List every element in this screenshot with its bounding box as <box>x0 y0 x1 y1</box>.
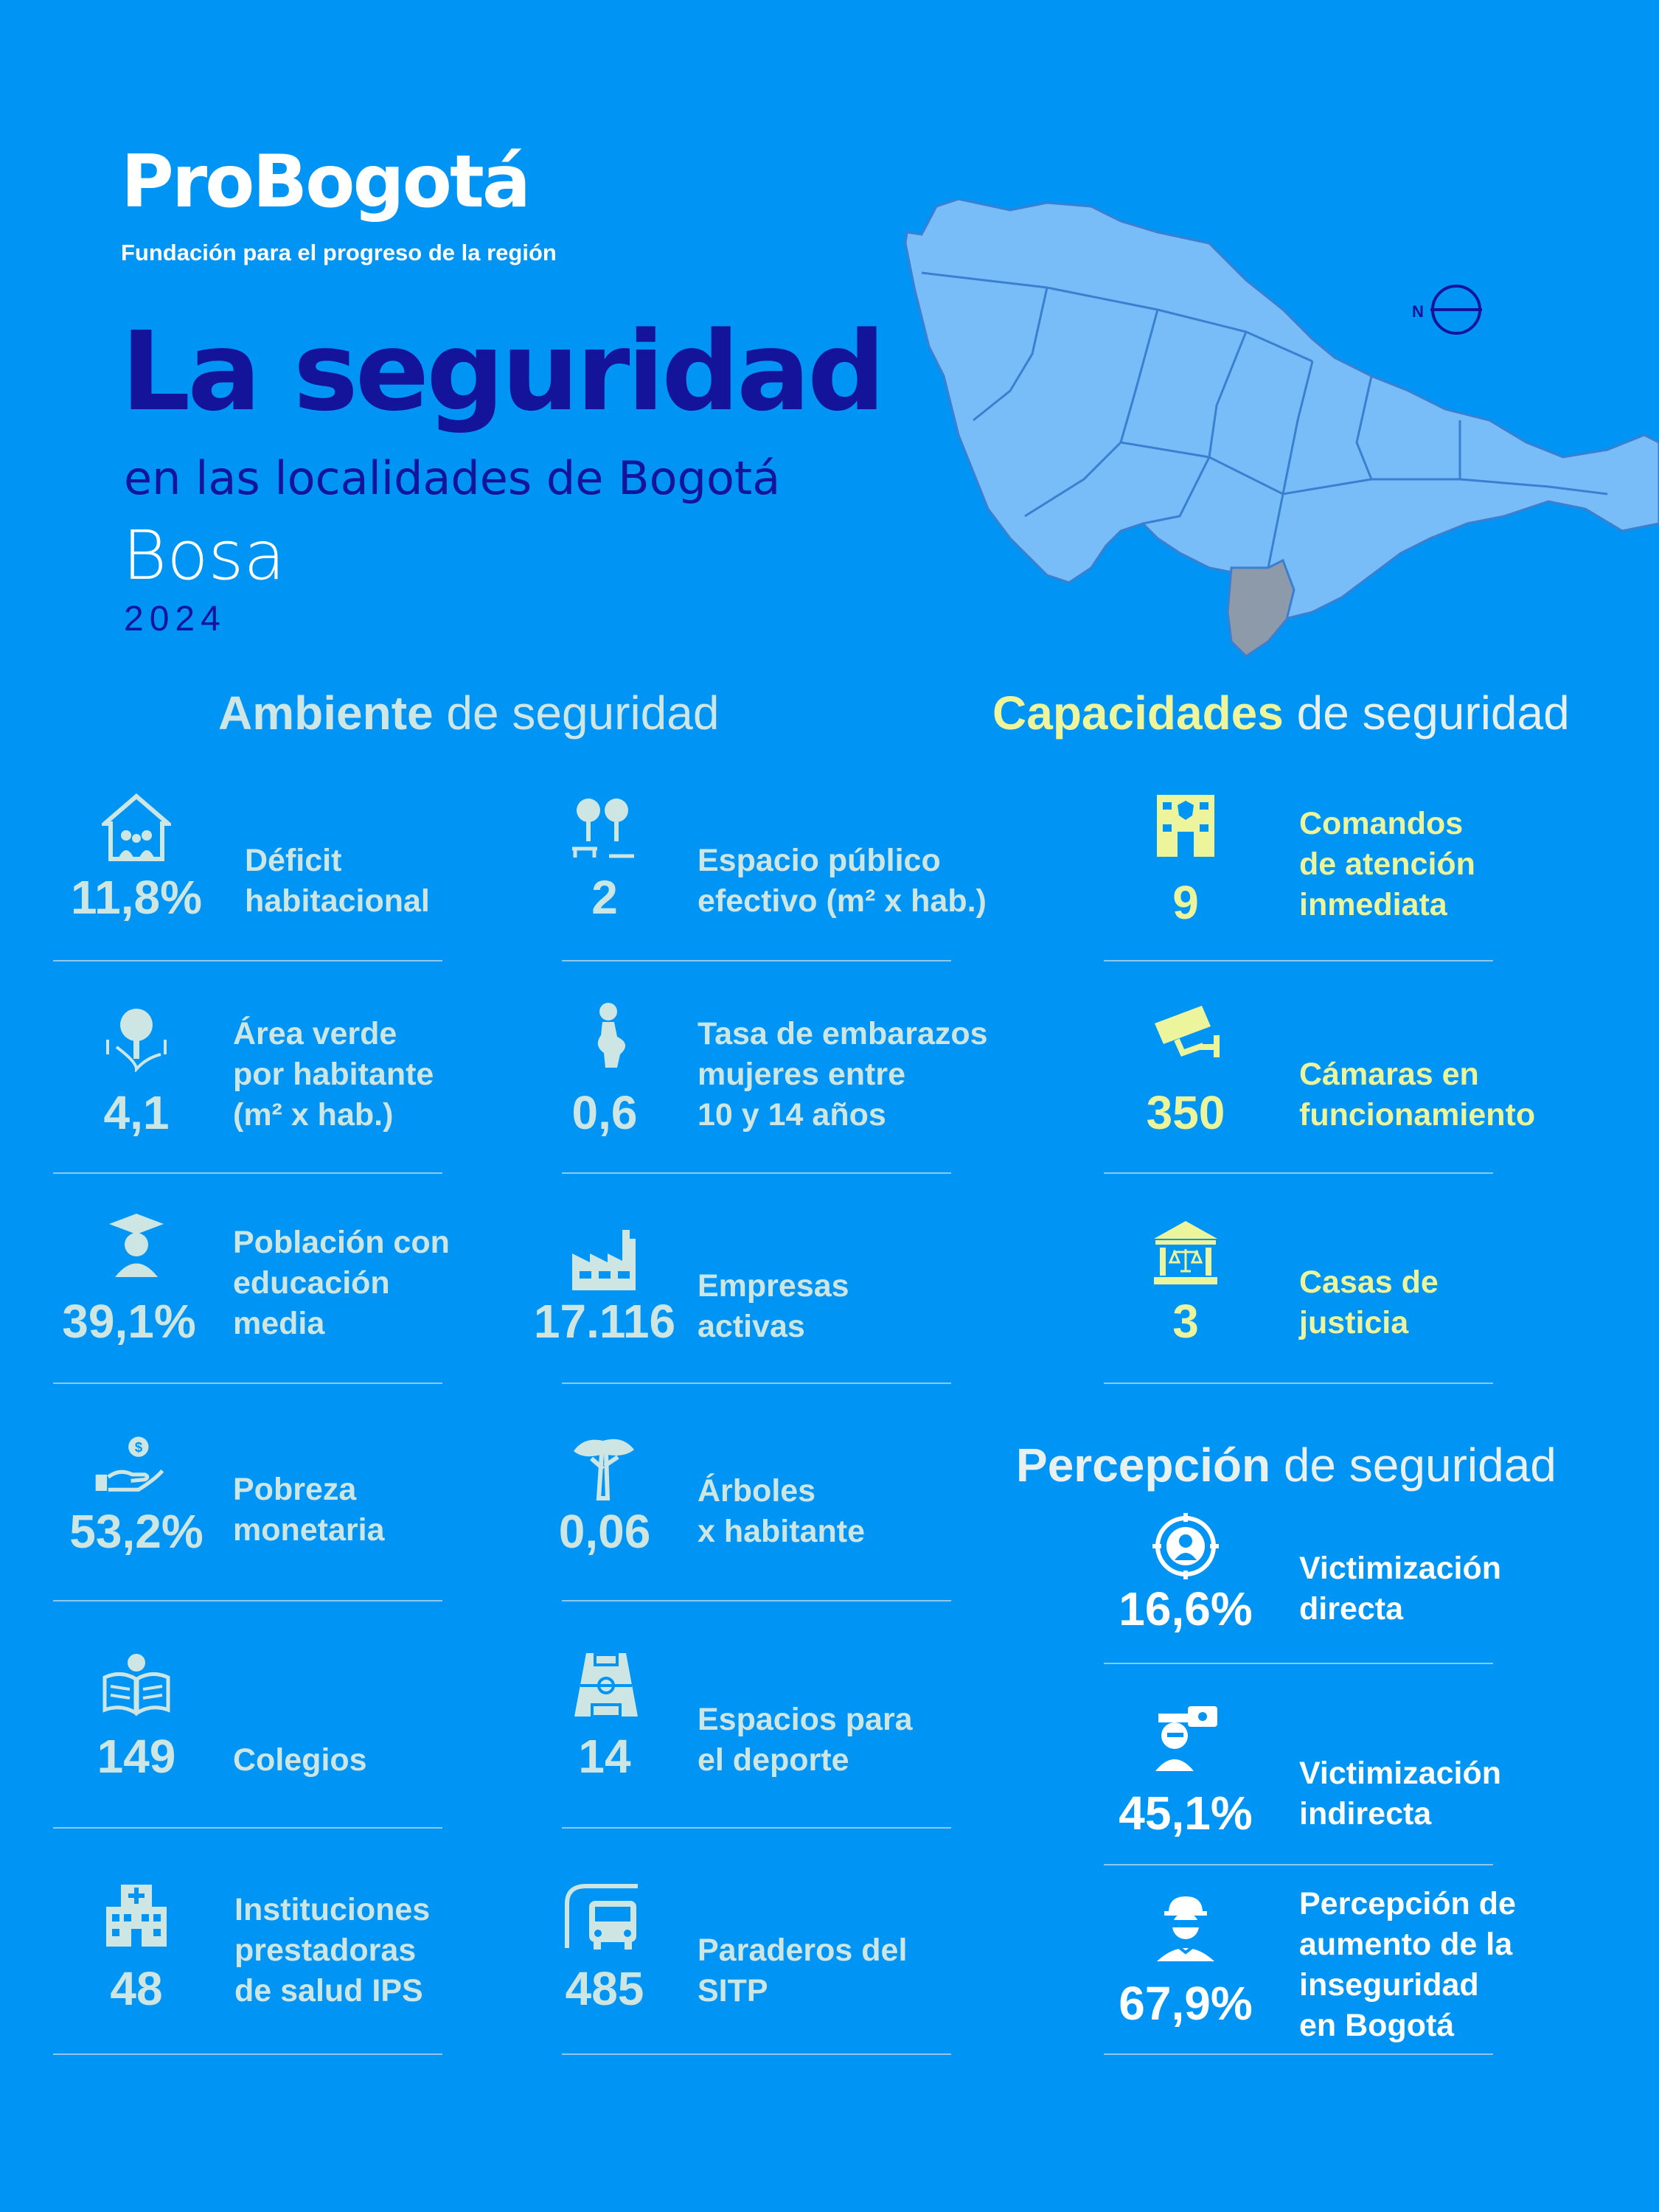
stat-label: Espacio público efectivo (m² x hab.) <box>698 843 987 919</box>
stat-label: Cámaras en funcionamiento <box>1299 1057 1536 1133</box>
section-percepcion-title: Percepción de seguridad <box>1016 1439 1557 1492</box>
divider <box>562 1382 951 1384</box>
year-label: 2024 <box>124 599 226 639</box>
stat-value: 45,1% <box>1119 1787 1253 1840</box>
stat-value: 14 <box>578 1730 631 1783</box>
divider <box>53 1600 442 1601</box>
brand-logo: ProBogotá <box>121 140 531 224</box>
stat-value: 9 <box>1172 876 1199 929</box>
acacia-tree-icon <box>574 1439 634 1500</box>
map-base <box>904 199 1659 621</box>
divider <box>562 960 951 961</box>
stat-value: 17.116 <box>533 1295 676 1348</box>
stat-value: 67,9% <box>1119 1977 1253 2030</box>
divider <box>53 1382 442 1384</box>
park-icon <box>572 799 634 858</box>
divider <box>1104 1663 1493 1664</box>
house-family-icon <box>102 793 171 861</box>
page-title: La seguridad <box>121 308 886 435</box>
section-capacidades-title: Capacidades de seguridad <box>992 686 1570 740</box>
divider <box>562 1600 951 1601</box>
witness-icon <box>1155 1706 1217 1771</box>
divider <box>53 1827 442 1829</box>
divider <box>562 1172 951 1174</box>
stat-value: 350 <box>1146 1086 1225 1139</box>
stat-value: 39,1% <box>62 1295 196 1348</box>
divider <box>53 960 442 961</box>
stat-label: Árboles x habitante <box>698 1473 865 1549</box>
stat-label: Población con educación media <box>233 1225 450 1341</box>
stat-value: 0,06 <box>558 1505 651 1558</box>
stat-label: Empresas activas <box>698 1268 849 1344</box>
stat-label: Déficit habitacional <box>245 843 430 919</box>
stat-label: Percepción de aumento de la inseguridad … <box>1299 1886 1516 2043</box>
hand-coin-icon: $ <box>95 1436 164 1492</box>
stat-label: Espacios para el deporte <box>698 1702 913 1778</box>
book-bulb-icon <box>102 1654 170 1717</box>
divider <box>1104 2053 1493 2055</box>
stat-value: 53,2% <box>69 1505 204 1558</box>
divider <box>1104 1864 1493 1865</box>
divider <box>53 2053 442 2055</box>
stat-value: 11,8% <box>71 871 202 924</box>
stat-label: Casas de justicia <box>1299 1265 1439 1340</box>
map-district-lines <box>921 271 1608 568</box>
sports-court-icon <box>574 1653 638 1718</box>
divider <box>562 2053 951 2055</box>
divider <box>53 1172 442 1174</box>
pregnant-icon <box>597 1003 626 1068</box>
graduate-icon <box>109 1214 164 1277</box>
stat-value: 2 <box>591 871 618 924</box>
divider <box>1104 1172 1493 1174</box>
stat-label: Victimización indirecta <box>1299 1756 1502 1832</box>
divider <box>1104 960 1493 961</box>
factory-icon <box>572 1230 636 1290</box>
bus-stop-icon <box>565 1884 638 1950</box>
locality-name: Bosa <box>122 516 285 595</box>
stat-value: 485 <box>565 1962 644 2015</box>
divider <box>562 1827 951 1829</box>
tree-icon <box>106 1009 167 1072</box>
stat-value: 4,1 <box>103 1086 170 1139</box>
stat-value: 3 <box>1172 1295 1199 1348</box>
stat-label: Pobreza monetaria <box>233 1472 385 1548</box>
stat-value: 16,6% <box>1119 1582 1253 1635</box>
stat-label: Paraderos del SITP <box>698 1933 908 2008</box>
stat-label: Instituciones prestadoras de salud IPS <box>234 1892 431 2008</box>
thief-icon <box>1157 1896 1214 1961</box>
hospital-icon <box>106 1885 167 1947</box>
stat-label: Área verde por habitante (m² x hab.) <box>233 1016 434 1133</box>
compass-icon: N <box>1412 285 1482 335</box>
section-ambiente-title: Ambiente de seguridad <box>218 686 720 740</box>
brand-tagline: Fundación para el progreso de la región <box>121 240 557 265</box>
page-subtitle: en las localidades de Bogotá <box>124 451 781 505</box>
stat-value: 48 <box>110 1962 163 2015</box>
compass-label: N <box>1412 302 1424 321</box>
stat-label: Colegios <box>233 1742 367 1778</box>
stat-label: Victimización directa <box>1299 1551 1502 1627</box>
security-camera-icon <box>1155 1006 1220 1057</box>
stat-value: 149 <box>97 1730 176 1783</box>
bosa-district <box>1226 558 1295 658</box>
stat-label: Comandos de atención inmediata <box>1299 806 1475 922</box>
stat-value: 0,6 <box>571 1086 638 1139</box>
police-station-icon <box>1157 795 1214 857</box>
bogota-map: N <box>904 199 1659 658</box>
courthouse-icon <box>1154 1221 1217 1284</box>
svg-text:$: $ <box>135 1439 143 1455</box>
target-person-icon <box>1152 1513 1219 1579</box>
stat-label: Tasa de embarazos mujeres entre 10 y 14 … <box>698 1016 988 1133</box>
divider <box>1104 1382 1493 1384</box>
